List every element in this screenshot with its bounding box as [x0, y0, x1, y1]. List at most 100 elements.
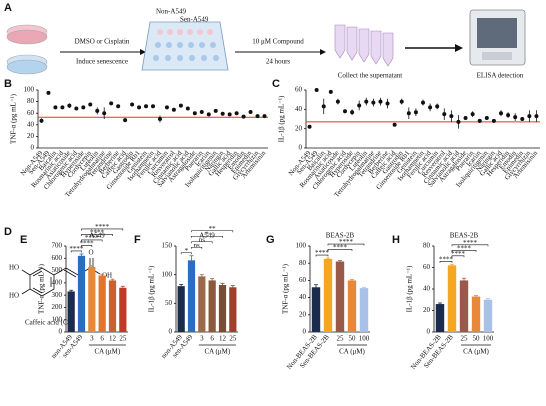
- point: [470, 112, 475, 117]
- point: [164, 105, 169, 110]
- x-tick-label: 25: [461, 335, 469, 343]
- bar: [119, 287, 127, 332]
- panel-label: H: [392, 234, 400, 246]
- panel-label: E: [20, 234, 27, 246]
- arrow-head: [455, 44, 463, 52]
- y-tick-label: 0: [427, 328, 431, 336]
- y-tick-label: 600: [52, 254, 63, 262]
- point: [109, 101, 114, 106]
- point: [248, 110, 253, 115]
- y-axis-label: TNF-α (pg mL⁻¹): [38, 263, 46, 314]
- step-text: 24 hours: [266, 58, 291, 66]
- x-tick-label: 6: [100, 335, 104, 343]
- point: [262, 114, 267, 119]
- point: [527, 114, 532, 119]
- step-text: Induce senescence: [76, 58, 128, 66]
- significance-label: ****: [457, 244, 472, 252]
- x-tick-label: 100: [483, 335, 494, 343]
- panel-label: C: [272, 78, 280, 90]
- significance-label: ****: [451, 250, 466, 258]
- significance-bracket: [70, 250, 82, 253]
- bar: [98, 275, 106, 332]
- point: [399, 99, 404, 104]
- y-axis-label: IL-1β (pg mL⁻¹): [278, 95, 286, 142]
- point: [421, 100, 425, 105]
- point: [534, 114, 539, 119]
- point: [499, 111, 503, 116]
- y-tick-label: 40: [27, 120, 35, 128]
- point: [130, 102, 135, 107]
- step-text: Collect the supernatant: [338, 72, 403, 80]
- bar: [471, 296, 481, 332]
- point: [39, 118, 44, 123]
- y-tick-label: 20: [299, 310, 307, 318]
- chart-title: A549: [199, 232, 215, 240]
- y-tick-label: 700: [52, 242, 63, 250]
- y-tick-label: 100: [296, 242, 307, 250]
- x-tick-label: 12: [219, 335, 227, 343]
- step-text: DMSO or Cisplatin: [75, 38, 130, 46]
- elisa-reader: [469, 9, 526, 66]
- bar: [347, 280, 357, 332]
- bar: [447, 265, 457, 332]
- y-tick-label: 50: [165, 299, 173, 307]
- y-tick-label: 20: [27, 132, 35, 140]
- point: [321, 104, 326, 109]
- x-tick-label: 12: [109, 335, 117, 343]
- panel-label: A: [4, 2, 12, 14]
- significance-bracket: [451, 244, 489, 247]
- point: [46, 90, 51, 95]
- plate-label: Sen-A549: [180, 16, 209, 24]
- x-tick-label: 3: [90, 335, 94, 343]
- bar: [77, 255, 86, 332]
- point: [484, 116, 489, 121]
- x-tick-label: 3: [200, 335, 204, 343]
- step-text: 10 μM Compound: [252, 38, 304, 46]
- significance-bracket: [439, 260, 453, 263]
- x-tick-label: 6: [210, 335, 214, 343]
- significance-label: ****: [439, 255, 454, 263]
- significance-bracket: [180, 252, 192, 255]
- point: [171, 107, 176, 112]
- x-tick-label: 25: [229, 335, 237, 343]
- y-tick-label: 80: [299, 259, 307, 267]
- panel-label: D: [4, 226, 12, 238]
- y-tick-label: 100: [162, 270, 173, 278]
- point: [67, 103, 72, 108]
- x-axis-label: CA (μM): [94, 348, 120, 356]
- point: [343, 109, 347, 114]
- chart-title: BEAS-2B: [326, 232, 355, 240]
- bar: [198, 276, 206, 332]
- x-tick-label: 50: [349, 335, 357, 343]
- atom: HO: [9, 292, 19, 300]
- significance-label: ****: [339, 238, 354, 246]
- y-tick-label: 500: [52, 266, 63, 274]
- step-text: ELISA detection: [477, 72, 524, 80]
- y-tick-label: 200: [52, 303, 63, 311]
- bar: [218, 284, 227, 332]
- point: [350, 110, 355, 115]
- significance-bracket: [81, 245, 93, 247]
- significance-bracket: [191, 246, 203, 249]
- atom: OH: [102, 272, 112, 280]
- bar: [229, 287, 237, 332]
- point: [328, 89, 333, 94]
- significance-bracket: [315, 254, 329, 257]
- significance-label: *: [205, 230, 209, 238]
- point: [95, 108, 100, 113]
- bar: [187, 260, 196, 332]
- point: [506, 113, 511, 118]
- x-axis-label: CA (μM): [204, 348, 230, 356]
- point: [364, 99, 369, 104]
- y-axis-label: IL-1β (pg mL⁻¹): [148, 265, 156, 312]
- point: [81, 105, 86, 110]
- significance-bracket: [451, 255, 465, 258]
- chart-title: BEAS-2B: [450, 232, 479, 240]
- significance-label: ****: [69, 245, 84, 253]
- significance-label: ****: [80, 240, 95, 248]
- point: [449, 114, 454, 119]
- significance-label: *: [185, 247, 189, 255]
- point: [102, 111, 107, 116]
- x-tick-label: 25: [337, 335, 345, 343]
